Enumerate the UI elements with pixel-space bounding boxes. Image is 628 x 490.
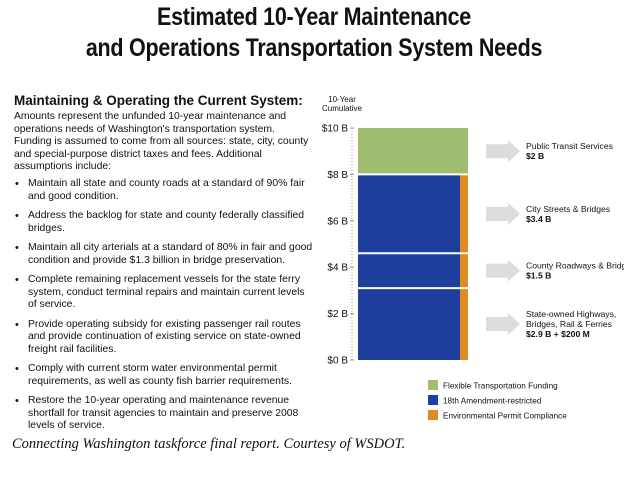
list-item: • Maintain all city arterials at a standa… [14, 242, 314, 267]
callout-arrow-icon [486, 259, 520, 282]
callout-label: Public Transit Services [526, 141, 613, 151]
list-item-text: Maintain all city arterials at a standar… [28, 241, 313, 266]
legend-label: 18th Amendment-restricted [443, 397, 542, 406]
bar-segment-environmental [460, 174, 468, 254]
callout-value: $2 B [526, 151, 544, 161]
callout-arrow-icon [486, 202, 520, 225]
y-tick-label: $8 B [327, 170, 348, 181]
bullet-icon: • [15, 177, 19, 190]
y-axis-title: 10-Year [328, 95, 356, 104]
callout-value: $2.9 B + $200 M [526, 329, 590, 339]
callout-arrow-icon [486, 140, 520, 163]
callout-value: $3.4 B [526, 214, 551, 224]
bullet-icon: • [15, 318, 19, 331]
list-item-text: Complete remaining replacement vessels f… [28, 273, 305, 311]
list-item-text: Address the backlog for state and county… [28, 209, 305, 234]
y-tick-label: $10 B [322, 124, 348, 135]
assumptions-panel: Maintaining & Operating the Current Syst… [14, 93, 314, 440]
list-item: • Address the backlog for state and count… [14, 210, 314, 235]
list-item-text: Provide operating subsidy for existing p… [28, 318, 301, 355]
bar-segment-18th-amendment [358, 253, 460, 289]
y-tick-label: $6 B [327, 216, 348, 227]
page-title: Estimated 10-Year Maintenance and Operat… [44, 2, 584, 64]
y-tick-label: $0 B [327, 356, 348, 367]
callout-arrow-icon [486, 313, 520, 336]
y-axis-title: Cumulative [322, 104, 363, 113]
title-line-1: Estimated 10-Year Maintenance [157, 3, 471, 31]
bar-segment-flexible [358, 128, 468, 175]
bar-segment-environmental [460, 253, 468, 289]
legend-swatch [428, 380, 438, 390]
list-item-text: Restore the 10-year operating and mainte… [28, 395, 299, 432]
list-item-text: Maintain all state and county roads at a… [28, 177, 305, 202]
bullet-icon: • [15, 241, 19, 254]
legend-swatch [428, 395, 438, 405]
list-item: • Maintain all state and county roads at … [14, 178, 314, 203]
list-item: • Comply with current storm water environ… [14, 363, 314, 388]
legend-swatch [428, 410, 438, 420]
bullet-icon: • [15, 395, 19, 408]
legend-label: Environmental Permit Compliance [443, 412, 567, 421]
list-item-text: Comply with current storm water environm… [28, 363, 292, 387]
figure-caption: Connecting Washington taskforce final re… [12, 436, 406, 452]
bullet-icon: • [15, 363, 19, 376]
bar-segment-18th-amendment [358, 174, 460, 254]
callout-label: City Streets & Bridges [526, 204, 610, 214]
section-heading: Maintaining & Operating the Current Syst… [14, 93, 303, 108]
bar-segment-18th-amendment [358, 288, 460, 360]
bullet-icon: • [15, 273, 19, 286]
y-tick-label: $2 B [327, 309, 348, 320]
bullet-icon: • [15, 209, 19, 222]
bar-segment-environmental [460, 288, 468, 360]
callout-value: $1.5 B [526, 271, 551, 281]
callout-label: County Roadways & Bridges [526, 261, 624, 271]
y-tick-label: $4 B [327, 263, 348, 274]
assumption-list: • Maintain all state and county roads at … [14, 178, 314, 433]
title-line-2: and Operations Transportation System Nee… [85, 34, 543, 62]
intro-text: Amounts represent the unfunded 10-year m… [14, 111, 309, 173]
callout-label: State-owned Highways, [526, 309, 616, 319]
callout-label: Bridges, Rail & Ferries [526, 319, 612, 329]
list-item: • Provide operating subsidy for existing … [14, 319, 314, 357]
legend-label: Flexible Transportation Funding [443, 382, 558, 391]
list-item: • Complete remaining replacement vessels … [14, 274, 314, 312]
list-item: • Restore the 10-year operating and maint… [14, 395, 314, 433]
